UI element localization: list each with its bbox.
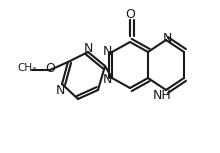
Text: CH₃: CH₃ (17, 63, 37, 73)
Text: NH: NH (153, 88, 171, 101)
Text: N: N (55, 84, 65, 97)
Text: N: N (102, 45, 112, 58)
Text: O: O (125, 7, 135, 21)
Text: N: N (162, 32, 172, 45)
Text: N: N (83, 41, 93, 54)
Text: O: O (45, 62, 55, 75)
Text: N: N (102, 73, 112, 86)
